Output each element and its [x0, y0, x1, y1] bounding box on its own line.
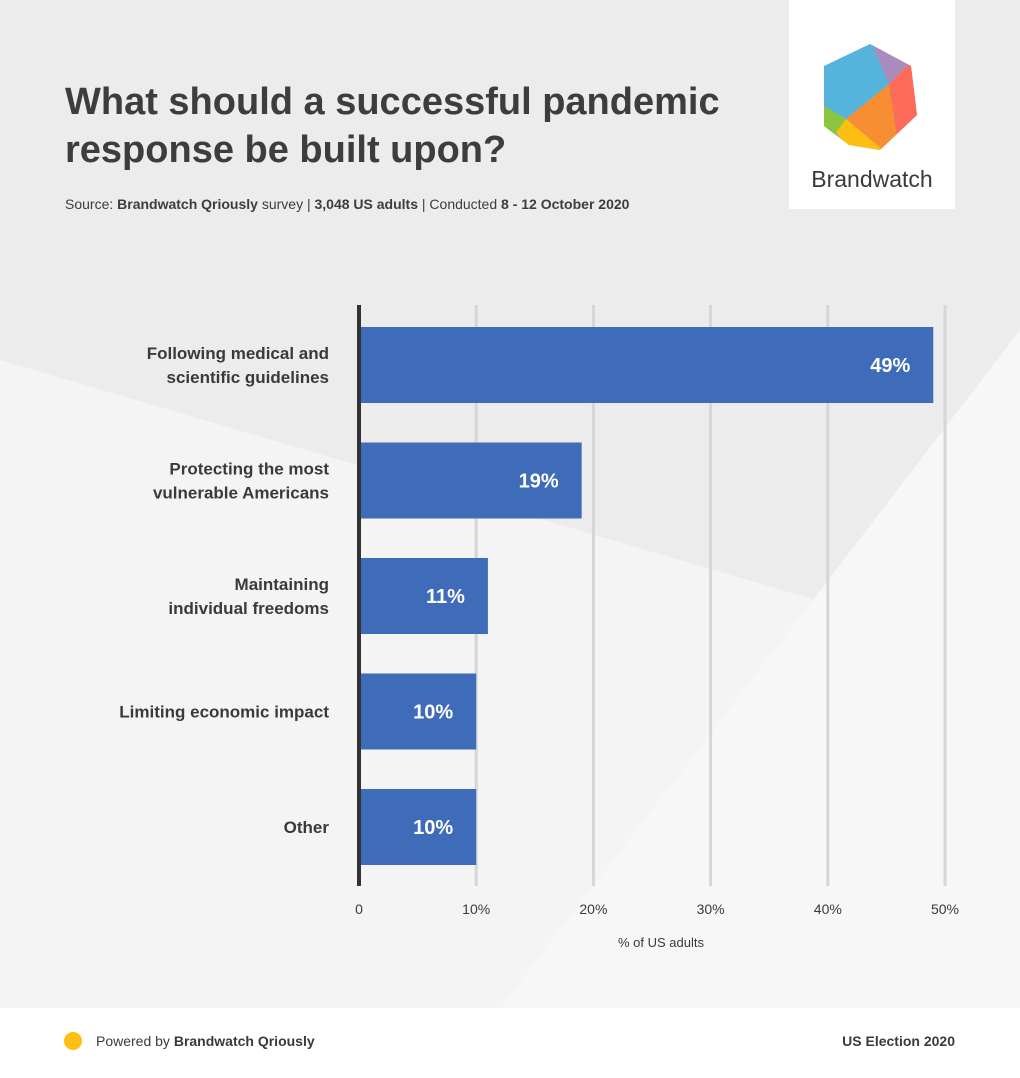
- data-label: 49%: [870, 355, 910, 377]
- category-label: Other: [284, 818, 330, 837]
- yellow-dot-icon: [64, 1032, 82, 1050]
- bar: [359, 789, 477, 865]
- bar: [359, 558, 488, 634]
- category-label: vulnerable Americans: [153, 484, 329, 503]
- logo-text: Brandwatch: [811, 166, 933, 192]
- data-label: 10%: [413, 702, 453, 724]
- category-label: scientific guidelines: [167, 368, 330, 387]
- bar: [359, 327, 934, 403]
- powered-by: Powered by Brandwatch Qriously: [96, 1033, 315, 1049]
- source-line: Source: Brandwatch Qriously survey | 3,0…: [65, 196, 630, 212]
- bar-chart: 0 10% 20% 30% 40% 50% 49% Following medical and…: [119, 305, 959, 950]
- category-label: Following medical and: [147, 344, 329, 363]
- x-tick-label: 20%: [579, 901, 607, 917]
- x-tick-label: 30%: [697, 901, 725, 917]
- x-tick-label: 40%: [814, 901, 842, 917]
- brandwatch-logo: Brandwatch: [789, 0, 955, 209]
- background-shapes: [500, 330, 1020, 1008]
- bar: [359, 442, 582, 519]
- category-label: individual freedoms: [168, 599, 329, 618]
- footer: Powered by Brandwatch Qriously US Electi…: [0, 1008, 1020, 1078]
- logo-hexagon-icon: [824, 44, 917, 150]
- category-label: Maintaining: [235, 575, 329, 594]
- x-tick-label: 50%: [931, 901, 959, 917]
- x-tick-label: 10%: [462, 901, 490, 917]
- bar: [359, 673, 477, 750]
- chart-title: What should a successful pandemic respon…: [65, 81, 720, 171]
- category-label: Protecting the most: [169, 460, 329, 479]
- x-tick-label: 0: [355, 901, 363, 917]
- data-label: 11%: [426, 586, 465, 608]
- x-axis-label: % of US adults: [618, 935, 704, 950]
- category-label: Limiting economic impact: [119, 703, 329, 722]
- edition-label: US Election 2020: [842, 1033, 955, 1049]
- data-label: 10%: [413, 817, 453, 839]
- data-label: 19%: [519, 471, 559, 493]
